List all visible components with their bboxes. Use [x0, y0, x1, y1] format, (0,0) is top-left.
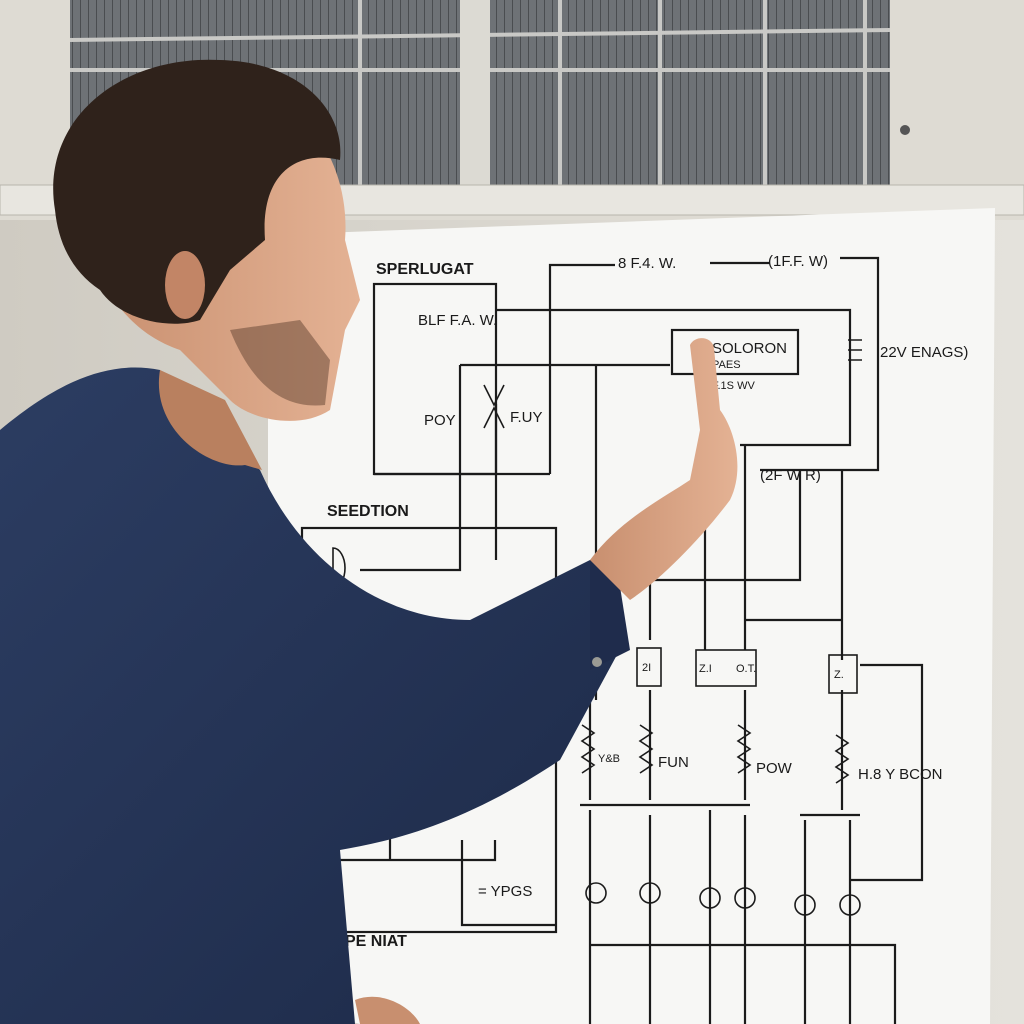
- diagram-label: PAES: [712, 359, 741, 371]
- diagram-label: SPERLUGAT: [376, 261, 474, 278]
- diagram-label: (1F.F. W): [768, 253, 828, 270]
- diagram-label: H.8 Y BCON: [858, 766, 942, 783]
- diagram-label: POY: [424, 412, 456, 429]
- diagram-paper: [268, 208, 995, 1024]
- technician: [0, 59, 738, 1024]
- diagram-label: O.T.: [736, 663, 756, 675]
- other-hand: [355, 996, 420, 1024]
- diagram-label: 22V ENAGS): [880, 344, 968, 361]
- hair: [53, 59, 341, 324]
- diagram-label: POW: [756, 760, 793, 777]
- ac-frame: [460, 0, 490, 185]
- diagram-label: 2I: [642, 662, 651, 674]
- diagram-label: = YPGS: [478, 883, 532, 900]
- components: [332, 339, 862, 916]
- diagram-label: F.1S WV: [712, 380, 755, 392]
- button: [592, 657, 602, 667]
- diagram-label: SEEDTION: [327, 503, 409, 520]
- diagram-label: PE NIAT: [345, 933, 407, 950]
- hand: [590, 338, 738, 600]
- diagram-label: SOLORON: [712, 340, 787, 357]
- diagram-label: (2F W R): [760, 467, 821, 484]
- diagram-label: BLF F.A. W.: [418, 312, 497, 329]
- screw: [900, 125, 910, 135]
- diagram-label: Z.: [834, 669, 844, 681]
- shirt: [0, 367, 625, 1024]
- beard: [230, 320, 330, 406]
- neck: [158, 370, 262, 470]
- cuff: [590, 555, 630, 670]
- diagram-label: FUN: [658, 754, 689, 771]
- diagram-label: Z.I: [699, 663, 712, 675]
- diagram-label: Y&B: [598, 753, 620, 765]
- diagram-label: F.UY: [510, 409, 543, 426]
- diagram-label: 8 F.4. W.: [618, 255, 676, 272]
- ear: [165, 251, 205, 319]
